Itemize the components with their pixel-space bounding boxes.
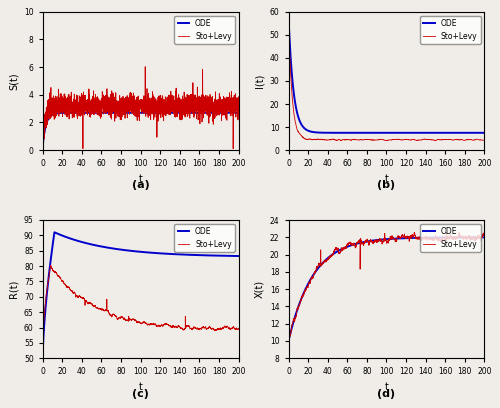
ODE	[370, 130, 376, 135]
Sto+Levy	[133, 318, 139, 323]
Sto+Levy	[378, 137, 384, 142]
ODE	[122, 248, 128, 253]
X-axis label: t: t	[384, 174, 388, 184]
Sto+Levy	[236, 326, 242, 331]
ODE	[40, 144, 46, 149]
ODE	[124, 248, 130, 253]
ODE	[236, 110, 242, 115]
Legend: ODE, Sto+Levy: ODE, Sto+Levy	[420, 16, 480, 44]
Sto+Levy	[370, 239, 376, 244]
Text: (a): (a)	[132, 180, 150, 191]
X-axis label: t: t	[138, 382, 142, 392]
ODE	[122, 110, 128, 115]
ODE	[476, 130, 482, 135]
Sto+Levy	[286, 338, 292, 343]
Sto+Levy	[466, 137, 471, 142]
Sto+Levy	[428, 137, 434, 142]
Sto+Levy	[40, 354, 46, 359]
Sto+Levy	[286, 14, 292, 19]
Sto+Levy	[48, 263, 54, 268]
ODE	[378, 130, 384, 135]
Line: ODE: ODE	[288, 237, 484, 341]
ODE	[286, 14, 292, 19]
Line: Sto+Levy: Sto+Levy	[42, 266, 238, 357]
Sto+Levy	[444, 230, 450, 235]
ODE	[378, 237, 384, 242]
Sto+Levy	[476, 236, 482, 241]
Sto+Levy	[482, 233, 488, 238]
ODE	[220, 253, 226, 258]
ODE	[160, 110, 166, 115]
Sto+Levy	[466, 234, 471, 239]
Y-axis label: R(t): R(t)	[8, 280, 18, 298]
Sto+Levy	[124, 97, 130, 102]
ODE	[466, 235, 471, 240]
ODE	[368, 238, 374, 243]
ODE	[476, 235, 482, 240]
Line: ODE: ODE	[42, 113, 238, 146]
ODE	[478, 130, 484, 135]
Sto+Levy	[370, 137, 376, 142]
ODE	[133, 249, 139, 254]
Line: Sto+Levy: Sto+Levy	[288, 232, 484, 341]
Sto+Levy	[368, 237, 374, 242]
Line: ODE: ODE	[288, 16, 484, 133]
ODE	[182, 110, 188, 115]
Sto+Levy	[124, 318, 130, 323]
ODE	[482, 130, 488, 135]
ODE	[220, 110, 226, 115]
Sto+Levy	[286, 338, 292, 343]
Sto+Levy	[122, 317, 128, 322]
ODE	[52, 230, 58, 235]
Sto+Levy	[133, 100, 139, 104]
Text: (c): (c)	[132, 389, 149, 399]
ODE	[133, 110, 139, 115]
Sto+Levy	[122, 116, 128, 121]
Legend: ODE, Sto+Levy: ODE, Sto+Levy	[420, 224, 480, 252]
Sto+Levy	[220, 326, 226, 331]
X-axis label: t: t	[138, 174, 142, 184]
Text: (b): (b)	[378, 180, 396, 191]
ODE	[236, 254, 242, 259]
Sto+Levy	[142, 64, 148, 69]
Sto+Levy	[230, 326, 235, 330]
ODE	[230, 110, 235, 115]
Sto+Levy	[428, 236, 434, 241]
ODE	[230, 253, 235, 258]
Sto+Levy	[378, 239, 384, 244]
ODE	[370, 238, 376, 243]
ODE	[428, 235, 434, 240]
ODE	[286, 339, 292, 344]
Sto+Levy	[40, 139, 46, 144]
Text: (d): (d)	[378, 389, 396, 399]
Sto+Levy	[384, 138, 390, 143]
Y-axis label: I(t): I(t)	[254, 74, 264, 88]
Sto+Levy	[482, 137, 488, 142]
X-axis label: t: t	[384, 382, 388, 392]
ODE	[124, 110, 130, 115]
ODE	[368, 130, 374, 135]
Line: Sto+Levy: Sto+Levy	[42, 67, 238, 149]
Sto+Levy	[476, 137, 482, 142]
Line: Sto+Levy: Sto+Levy	[288, 17, 484, 141]
Y-axis label: S(t): S(t)	[8, 72, 18, 90]
Y-axis label: X(t): X(t)	[254, 280, 264, 298]
Sto+Levy	[368, 137, 374, 142]
Sto+Levy	[182, 115, 188, 120]
Sto+Levy	[182, 326, 188, 331]
Sto+Levy	[236, 105, 242, 110]
ODE	[482, 235, 488, 240]
Sto+Levy	[230, 96, 235, 101]
Sto+Levy	[220, 104, 226, 109]
Sto+Levy	[40, 146, 46, 151]
Legend: ODE, Sto+Levy: ODE, Sto+Levy	[174, 224, 235, 252]
Line: ODE: ODE	[42, 232, 238, 358]
ODE	[428, 130, 434, 135]
ODE	[466, 130, 471, 135]
Legend: ODE, Sto+Levy: ODE, Sto+Levy	[174, 16, 235, 44]
ODE	[40, 356, 46, 361]
ODE	[182, 252, 188, 257]
